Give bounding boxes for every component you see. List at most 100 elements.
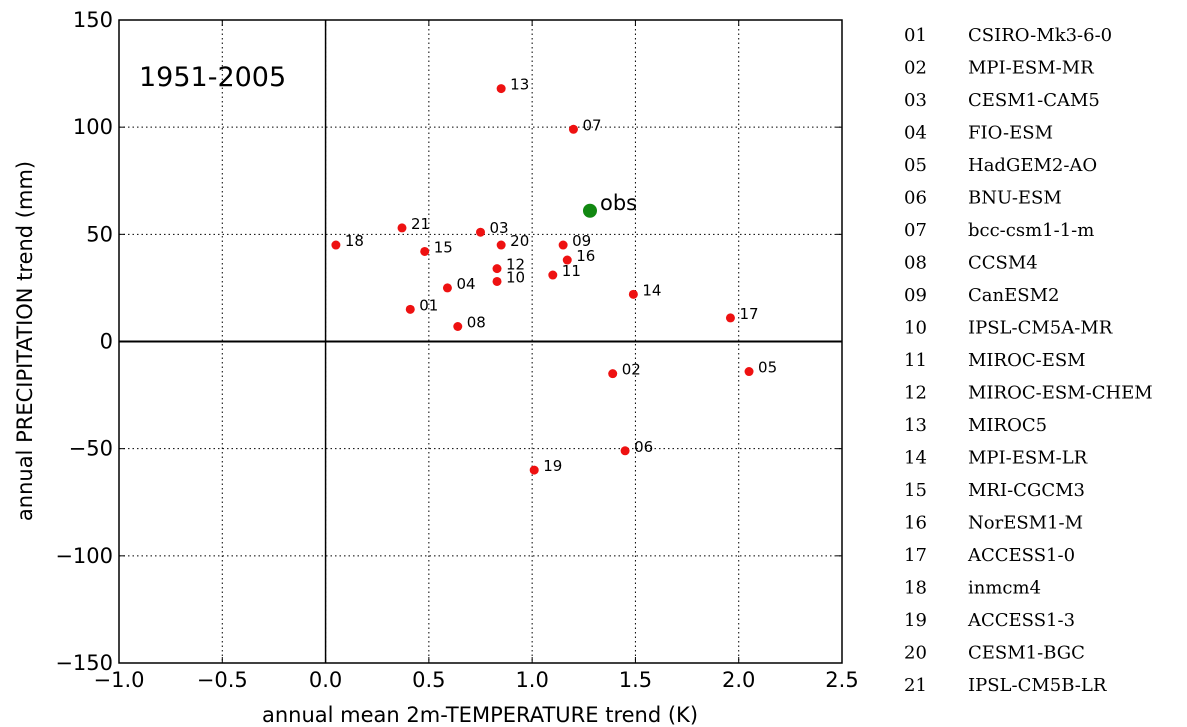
model-point-label: 10 bbox=[506, 268, 525, 286]
model-point-label: 02 bbox=[622, 361, 641, 379]
y-tick-label: −100 bbox=[55, 544, 113, 568]
model-point-label: 18 bbox=[345, 232, 364, 250]
legend-model-name: CSIRO-Mk3-6-0 bbox=[968, 25, 1112, 46]
x-axis-title: annual mean 2m-TEMPERATURE trend (K) bbox=[262, 703, 698, 727]
model-point-label: 12 bbox=[506, 256, 525, 274]
legend-id: 20 bbox=[904, 643, 927, 664]
model-point-21 bbox=[397, 223, 407, 233]
legend-id: 04 bbox=[904, 123, 927, 144]
model-point-label: 17 bbox=[739, 305, 758, 323]
y-tick-label: 100 bbox=[73, 115, 113, 139]
data-points: 01 02 03 04 05 06 07 08 09 10 11 12 13 14 15 16 17 18 19 20… bbox=[331, 76, 777, 475]
model-point-label: 16 bbox=[576, 247, 595, 265]
model-point-09 bbox=[558, 240, 568, 250]
model-point-20 bbox=[496, 240, 506, 250]
legend-id: 02 bbox=[904, 58, 927, 79]
legend-model-name: IPSL-CM5B-LR bbox=[968, 675, 1107, 696]
y-tick-label: 0 bbox=[100, 330, 113, 354]
x-tick-label: 2.0 bbox=[722, 668, 755, 692]
legend-id: 13 bbox=[904, 415, 927, 436]
model-point-label: 20 bbox=[510, 232, 529, 250]
legend-id: 17 bbox=[904, 545, 927, 566]
legend-model-name: MPI-ESM-LR bbox=[968, 448, 1088, 469]
legend-id: 10 bbox=[904, 318, 927, 339]
model-point-label: 08 bbox=[467, 313, 486, 331]
model-point-label: 07 bbox=[582, 116, 601, 134]
legend-model-name: CCSM4 bbox=[968, 253, 1038, 274]
model-point-label: 14 bbox=[642, 281, 661, 299]
legend-id: 14 bbox=[904, 448, 927, 469]
model-point-label: 09 bbox=[572, 232, 591, 250]
model-point-17 bbox=[725, 313, 735, 323]
model-point-15 bbox=[420, 246, 430, 256]
legend-model-name: ACCESS1-3 bbox=[967, 610, 1075, 631]
legend-model-name: MIROC-ESM bbox=[968, 350, 1086, 371]
legend-model-name: MIROC-ESM-CHEM bbox=[968, 383, 1153, 404]
x-tick-label: −0.5 bbox=[197, 668, 248, 692]
model-point-12 bbox=[492, 264, 502, 274]
model-point-02 bbox=[608, 369, 618, 379]
model-point-16 bbox=[562, 255, 572, 265]
legend-id: 03 bbox=[904, 90, 927, 111]
model-point-label: 05 bbox=[758, 359, 777, 377]
model-point-19 bbox=[529, 465, 539, 475]
model-point-13 bbox=[496, 84, 506, 94]
model-point-03 bbox=[476, 227, 485, 237]
ticks: −1.0 −0.5 0.0 0.5 1.0 1.5 2.0 2.5−150−100−50050… bbox=[55, 8, 858, 692]
legend-id: 07 bbox=[904, 220, 927, 241]
x-tick-label: 1.0 bbox=[515, 668, 548, 692]
x-tick-label: 1.5 bbox=[619, 668, 652, 692]
model-point-label: 06 bbox=[634, 438, 653, 456]
legend-model-name: ACCESS1-0 bbox=[967, 545, 1075, 566]
legend-id: 05 bbox=[904, 155, 927, 176]
model-point-label: 03 bbox=[490, 219, 509, 237]
legend-model-name: HadGEM2-AO bbox=[968, 155, 1097, 176]
x-tick-label: 0.5 bbox=[412, 668, 445, 692]
y-tick-label: −150 bbox=[55, 651, 113, 675]
legend-id: 01 bbox=[904, 25, 927, 46]
legend-id: 21 bbox=[904, 675, 927, 696]
x-tick-label: 0.0 bbox=[309, 668, 342, 692]
legend-id: 16 bbox=[904, 513, 927, 534]
model-point-label: 01 bbox=[419, 296, 438, 314]
y-axis-title: annual PRECIPITATION trend (mm) bbox=[13, 161, 37, 521]
legend-model-name: NorESM1-M bbox=[968, 513, 1083, 534]
model-point-label: 21 bbox=[411, 215, 430, 233]
legend-model-name: MIROC5 bbox=[968, 415, 1047, 436]
model-legend: 01 CSIRO-Mk3-6-0 02 MPI-ESM-MR 03 CESM1-CAM5 0… bbox=[904, 25, 1153, 696]
legend-model-name: FIO-ESM bbox=[968, 123, 1053, 144]
obs-label: obs bbox=[600, 191, 637, 215]
y-tick-label: −50 bbox=[69, 437, 113, 461]
legend-id: 12 bbox=[904, 383, 927, 404]
legend-id: 11 bbox=[904, 350, 927, 371]
x-tick-label: 2.5 bbox=[825, 668, 858, 692]
y-tick-label: 50 bbox=[86, 222, 113, 246]
model-point-label: 15 bbox=[434, 238, 453, 256]
legend-id: 19 bbox=[904, 610, 927, 631]
legend-id: 06 bbox=[904, 188, 927, 209]
model-point-label: 13 bbox=[510, 76, 529, 94]
model-point-label: 04 bbox=[456, 275, 475, 293]
model-point-07 bbox=[568, 124, 578, 134]
legend-model-name: inmcm4 bbox=[968, 578, 1041, 599]
model-point-14 bbox=[628, 289, 638, 299]
legend-model-name: CESM1-BGC bbox=[968, 643, 1085, 664]
model-point-11 bbox=[548, 270, 558, 280]
model-point-05 bbox=[744, 367, 754, 377]
x-tick-label: −1.0 bbox=[94, 668, 145, 692]
legend-id: 18 bbox=[904, 578, 927, 599]
model-point-06 bbox=[620, 446, 630, 456]
legend-model-name: MRI-CGCM3 bbox=[968, 480, 1085, 501]
model-point-10 bbox=[492, 276, 502, 286]
legend-id: 15 bbox=[904, 480, 927, 501]
period-label: 1951-2005 bbox=[139, 62, 286, 93]
legend-model-name: CanESM2 bbox=[968, 285, 1059, 306]
legend-model-name: CESM1-CAM5 bbox=[968, 90, 1100, 111]
legend-model-name: BNU-ESM bbox=[968, 188, 1062, 209]
zero-lines bbox=[119, 20, 842, 663]
model-point-label: 11 bbox=[562, 262, 581, 280]
legend-model-name: IPSL-CM5A-MR bbox=[968, 318, 1113, 339]
model-point-04 bbox=[442, 283, 452, 293]
legend-id: 08 bbox=[904, 253, 927, 274]
